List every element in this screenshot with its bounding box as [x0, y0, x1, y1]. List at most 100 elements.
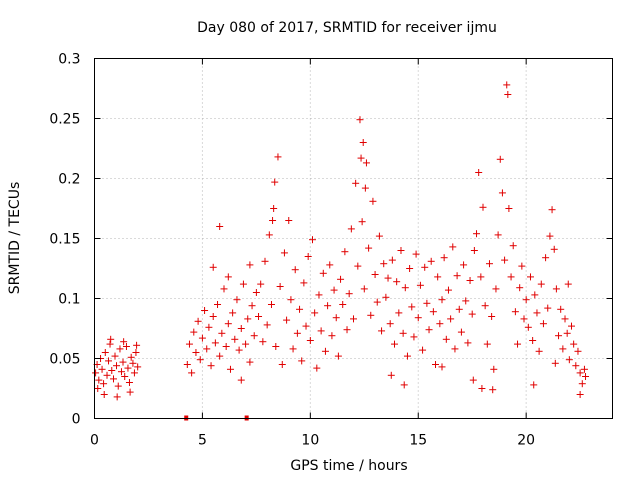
data-point: [330, 286, 338, 294]
data-point: [578, 380, 586, 388]
data-point: [386, 320, 394, 328]
data-point: [120, 338, 128, 346]
data-point: [308, 236, 316, 244]
data-point: [298, 357, 306, 365]
data-point: [216, 223, 224, 230]
data-point: [361, 184, 369, 192]
data-point: [341, 248, 349, 256]
data-point: [423, 299, 431, 307]
data-point: [313, 364, 321, 372]
data-point: [469, 376, 477, 384]
data-point: [190, 328, 198, 336]
data-point: [192, 349, 200, 356]
data-point: [129, 359, 137, 367]
data-point: [357, 154, 365, 162]
data-point: [306, 337, 314, 344]
data-point: [224, 320, 232, 328]
data-point: [382, 293, 390, 301]
data-point: [477, 273, 485, 281]
data-point: [274, 153, 282, 161]
data-point: [209, 313, 217, 320]
data-point: [214, 301, 222, 308]
data-point: [300, 279, 308, 287]
data-point: [533, 309, 541, 317]
data-point: [255, 313, 263, 320]
data-point: [360, 285, 368, 293]
data-point: [509, 242, 517, 250]
data-point: [464, 339, 472, 347]
data-point: [442, 335, 450, 343]
data-point: [201, 307, 209, 314]
data-point: [261, 257, 269, 265]
data-point: [278, 361, 286, 368]
data-point: [183, 361, 191, 368]
data-point: [283, 316, 291, 324]
data-point: [105, 357, 113, 365]
data-point: [358, 218, 366, 226]
data-point: [246, 261, 254, 269]
data-point: [438, 296, 446, 304]
data-point: [224, 273, 232, 281]
data-point: [522, 296, 530, 304]
data-point: [457, 328, 465, 336]
data-point: [576, 391, 584, 398]
grid-lines: [94, 58, 613, 419]
data-point: [231, 335, 239, 343]
data-point: [438, 363, 446, 371]
data-point: [321, 347, 329, 355]
data-point: [436, 320, 444, 328]
data-point: [516, 284, 524, 292]
data-point: [119, 358, 127, 366]
data-point: [345, 290, 353, 298]
data-point: [109, 375, 117, 383]
data-point: [546, 232, 554, 240]
data-point: [401, 284, 409, 292]
data-point: [132, 349, 140, 356]
data-point: [280, 249, 288, 257]
data-point: [233, 296, 241, 304]
data-point: [269, 217, 277, 224]
data-point: [485, 260, 493, 268]
data-point: [356, 116, 364, 124]
data-point: [434, 273, 442, 281]
data-point: [276, 283, 284, 290]
data-point: [267, 301, 275, 308]
data-point: [380, 260, 388, 268]
data-point: [263, 321, 271, 329]
data-point: [412, 250, 420, 258]
data-point: [304, 253, 312, 260]
data-point: [100, 391, 108, 398]
data-point: [557, 305, 565, 313]
y-tick-label: 0.25: [49, 112, 80, 128]
data-point: [403, 352, 411, 360]
data-point: [565, 356, 573, 364]
data-point: [507, 273, 515, 281]
data-point: [555, 332, 563, 340]
data-point: [399, 329, 407, 337]
data-point: [494, 231, 502, 239]
data-point: [408, 303, 416, 311]
data-point: [196, 356, 204, 364]
data-point: [317, 327, 325, 335]
data-point: [319, 269, 327, 277]
y-tick-label: 0.1: [58, 292, 80, 308]
y-tick-label: 0: [72, 412, 81, 428]
x-tick-label: 10: [301, 433, 319, 449]
data-points: [92, 81, 590, 401]
data-point: [122, 343, 130, 350]
data-point: [259, 338, 267, 346]
y-tick-label: 0.3: [58, 52, 80, 68]
data-point: [350, 315, 357, 323]
data-point: [576, 369, 584, 377]
data-point: [127, 353, 135, 361]
y-tick-label: 0.2: [58, 172, 80, 188]
data-point: [272, 343, 280, 350]
data-point: [239, 280, 247, 288]
data-point: [574, 347, 582, 355]
data-point: [561, 315, 569, 323]
data-point: [347, 225, 355, 233]
data-point: [475, 169, 483, 176]
x-tick-labels: 0 5 10 15 20: [90, 433, 535, 449]
data-point: [393, 278, 401, 286]
data-point: [352, 179, 360, 187]
